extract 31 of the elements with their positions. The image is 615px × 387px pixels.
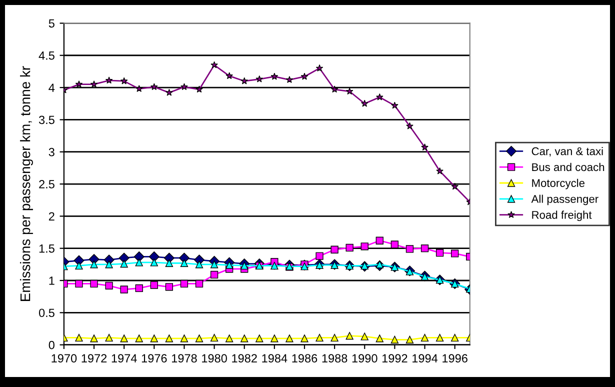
y-tick-label: 2 [48,212,54,220]
x-tick-label: 1974 [112,354,137,363]
y-tick-label: 0.5 [38,308,54,318]
legend-label: Road freight [532,210,592,222]
x-tick-label: 1972 [82,354,107,363]
x-tick-label: 1992 [382,354,408,363]
y-tick-label: 0 [48,340,54,350]
x-tick-label: 1976 [142,354,167,363]
legend-label: Car, van & taxi [532,147,603,156]
x-tick-label: 1996 [442,354,468,363]
y-tick-label: 1.5 [39,244,54,253]
y-tick-label: 3 [48,148,54,156]
y-tick-label: 2.5 [39,180,54,188]
x-tick-label: 1994 [412,354,438,363]
x-tick-label: 1990 [352,354,378,363]
y-tick-label: 5 [48,19,54,28]
x-tick-label: 1970 [52,354,77,363]
y-tick-label: 1 [49,276,54,285]
x-tick-label: 1984 [262,354,288,363]
y-axis-title: Emissions per passenger km, tonne kr [20,66,33,301]
y-tick-label: 3.5 [38,116,54,124]
x-tick-label: 1988 [322,354,348,363]
x-tick-label: 1980 [202,354,227,363]
x-tick-label: 1978 [172,354,197,363]
x-tick-label: 1982 [232,354,257,363]
x-tick-label: 1986 [292,354,318,363]
y-tick-label: 4 [48,84,55,92]
legend-label: All passenger [531,194,598,206]
y-tick-label: 4.5 [38,52,54,60]
legend-label: Bus and coach [532,162,604,172]
legend-label: Motorcycle [532,178,584,190]
